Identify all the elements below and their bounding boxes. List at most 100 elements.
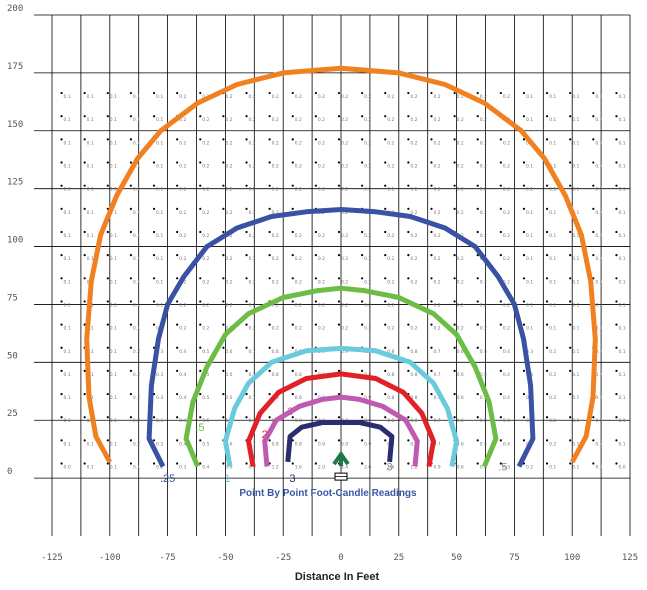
reading-dot — [152, 91, 156, 95]
reading-dot — [222, 392, 225, 396]
reading-value: 0.1 — [549, 326, 556, 332]
reading-value: 0.1 — [87, 187, 94, 193]
isoline-2 — [222, 345, 460, 467]
reading-value: 0.1 — [572, 302, 579, 308]
reading-dot — [545, 416, 549, 419]
reading-dot — [476, 323, 479, 326]
reading-dot — [545, 300, 549, 303]
reading-value: 0.1 — [64, 256, 71, 262]
reading-dot — [430, 323, 433, 326]
reading-value: 0.2 — [457, 94, 464, 100]
reading-dot — [176, 161, 179, 164]
reading-dot — [453, 184, 456, 187]
reading-dot — [222, 138, 225, 141]
reading-dot — [291, 323, 294, 326]
reading-value: 0.2 — [433, 140, 440, 146]
reading-dot — [361, 416, 364, 419]
reading-dot — [129, 207, 133, 210]
reading-value: 0.2 — [433, 117, 440, 123]
reading-value: 0.3 — [526, 349, 533, 355]
reading-value: 0.2 — [179, 210, 186, 216]
reading-value: 0.5 — [480, 372, 487, 378]
reading-value: 0.2 — [179, 302, 186, 308]
reading-dot — [152, 300, 156, 303]
reading-dot — [453, 300, 456, 303]
reading-dot — [522, 207, 526, 210]
reading-value: 0.2 — [272, 164, 279, 170]
reading-dot — [522, 184, 526, 187]
reading-value: 0.4 — [179, 395, 186, 401]
y-tick-label: 150 — [7, 120, 23, 130]
reading-value: 0.5 — [202, 349, 209, 355]
reading-dot — [615, 300, 618, 303]
reading-dot — [384, 115, 387, 118]
reading-dot — [569, 161, 572, 164]
reading-value: 0.2 — [364, 302, 371, 308]
reading-dot — [199, 115, 202, 118]
reading-value: 0.1 — [618, 187, 625, 193]
reading-value: 0.0 — [64, 465, 71, 471]
reading-value: 0.6 — [225, 441, 232, 447]
reading-value: 1.6 — [295, 465, 302, 471]
reading-value: 0.3 — [526, 418, 533, 424]
reading-dot — [407, 115, 410, 118]
reading-dot — [106, 439, 109, 442]
reading-value: 0.7 — [249, 395, 256, 401]
reading-value: 0.2 — [387, 140, 394, 146]
reading-dot — [291, 230, 294, 234]
reading-dot — [222, 369, 225, 373]
reading-value: 0.1 — [572, 233, 579, 239]
reading-dot — [245, 300, 248, 303]
reading-value: 0.1 — [64, 326, 71, 332]
isoline-label: 1 — [225, 473, 231, 485]
reading-value: 0.1 — [572, 117, 579, 123]
reading-value: 0.2 — [410, 256, 417, 262]
reading-dot — [60, 277, 63, 280]
reading-dot — [222, 184, 225, 187]
reading-value: 0.2 — [480, 94, 487, 100]
reading-dot — [314, 184, 317, 187]
reading-dot — [499, 346, 502, 349]
reading-value: 0.1 — [549, 210, 556, 216]
reading-dot — [291, 369, 294, 373]
fixture-arrow — [332, 450, 350, 466]
x-tick-label: 75 — [509, 553, 520, 563]
reading-dot — [499, 207, 502, 210]
reading-value: 0.1 — [595, 164, 602, 170]
reading-value: 0.1 — [110, 418, 117, 424]
reading-value: 0.1 — [156, 164, 163, 170]
reading-dot — [453, 254, 456, 257]
reading-value: 0.2 — [179, 117, 186, 123]
reading-dot — [60, 207, 63, 210]
reading-dot — [222, 323, 225, 326]
isoline-3 — [246, 371, 436, 467]
reading-value: 0.2 — [179, 187, 186, 193]
reading-dot — [615, 91, 618, 95]
reading-value: 0.1 — [595, 94, 602, 100]
reading-value: 0.1 — [156, 302, 163, 308]
reading-dot — [199, 184, 202, 187]
isoline-.25 — [84, 65, 598, 464]
reading-value: 0.1 — [549, 465, 556, 471]
reading-dot — [476, 138, 479, 141]
reading-value: 0.2 — [364, 256, 371, 262]
reading-value: 0.2 — [249, 256, 256, 262]
reading-value: 0.2 — [503, 164, 510, 170]
reading-dot — [176, 462, 179, 465]
reading-dot — [291, 91, 294, 95]
reading-value: 0.2 — [457, 164, 464, 170]
reading-value: 0.1 — [110, 94, 117, 100]
reading-dot — [384, 416, 387, 419]
reading-value: 0.2 — [526, 465, 533, 471]
reading-value: 0.2 — [503, 256, 510, 262]
reading-value: 0.5 — [480, 349, 487, 355]
reading-value: 0.2 — [457, 117, 464, 123]
reading-value: 0.1 — [549, 256, 556, 262]
reading-value: 0.1 — [64, 94, 71, 100]
reading-dot — [83, 462, 86, 465]
reading-value: 0.2 — [249, 164, 256, 170]
reading-value: 0.8 — [272, 349, 279, 355]
reading-value: 0.2 — [295, 187, 302, 193]
reading-dot — [245, 346, 248, 349]
